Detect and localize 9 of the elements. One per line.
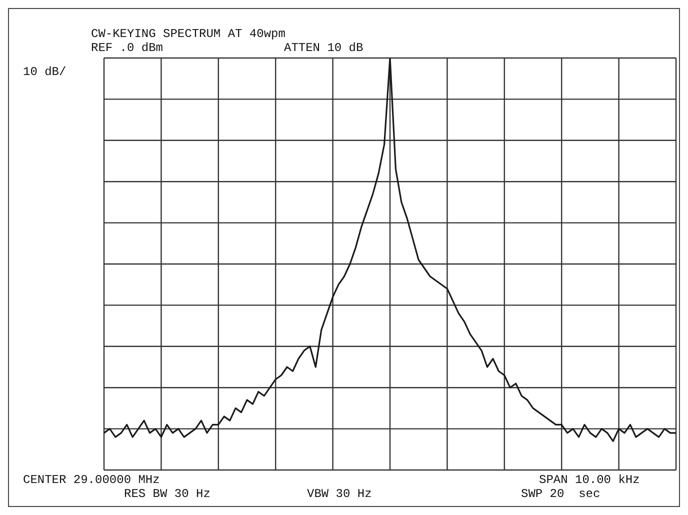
- text: REF .0 dBm: [91, 41, 164, 55]
- chart-title: CW-KEYING SPECTRUM AT 40wpm: [91, 27, 286, 41]
- text: RES BW 30 Hz: [124, 487, 210, 501]
- text: ATTEN 10 dB: [284, 41, 364, 55]
- text: SWP 20 sec: [521, 487, 600, 501]
- text: CENTER 29.00000 MHz: [23, 473, 160, 487]
- text: 10 dB/: [23, 65, 66, 79]
- text: VBW 30 Hz: [307, 487, 372, 501]
- text: SPAN 10.00 kHz: [539, 473, 640, 487]
